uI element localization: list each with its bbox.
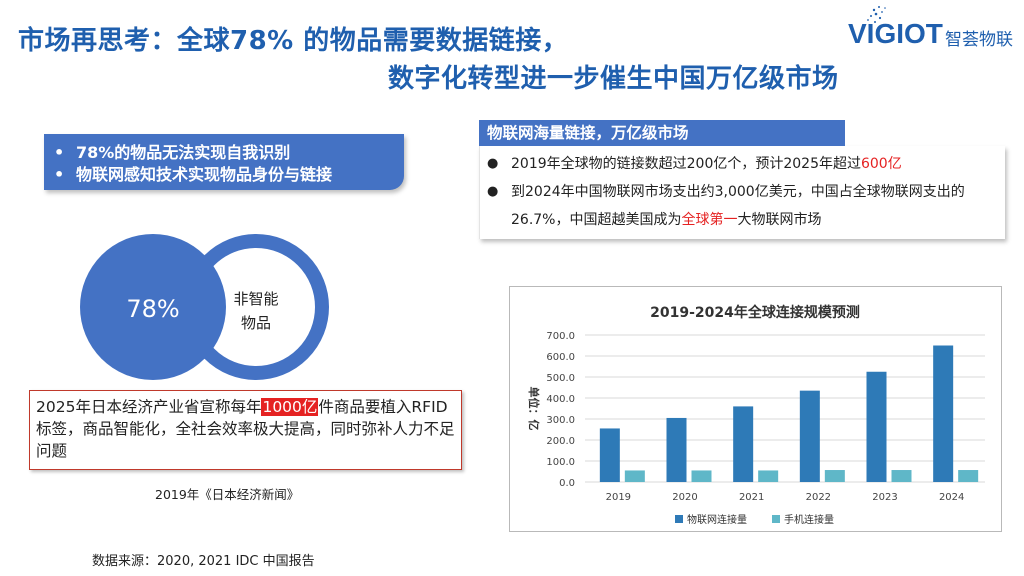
- venn-small-label-line2: 物品: [241, 314, 271, 332]
- iot-item-2-highlight: 全球第一: [681, 212, 738, 228]
- legend-label-1: 手机连接量: [784, 513, 834, 526]
- slide-title-line2: 数字化转型进一步催生中国万亿级市场: [388, 64, 839, 94]
- key-point-2: 物联网感知技术实现物品身份与链接: [54, 164, 404, 186]
- venn-big-circle: [80, 234, 226, 380]
- bar-mobile-2024: [958, 470, 979, 482]
- y-tick-label: 500.0: [546, 373, 575, 384]
- japan-note-highlight: 1000亿: [261, 398, 319, 416]
- japan-note-before: 2025年日本经济产业省宣称每年: [36, 398, 262, 416]
- key-points-box: 78%的物品无法实现自我识别 物联网感知技术实现物品身份与链接: [44, 134, 404, 190]
- iot-item-2-tail: 大物联网市场: [737, 212, 822, 228]
- x-tick-label: 2020: [672, 492, 697, 503]
- brand-logo: [846, 4, 1021, 54]
- venn-diagram: 78% 非智能 物品: [80, 234, 329, 380]
- note-source: 2019年《日本经济新闻》: [155, 487, 300, 502]
- y-tick-label: 0.0: [559, 478, 575, 489]
- x-tick-label: 2021: [739, 492, 764, 503]
- logo-brand-text: VIGIOT: [848, 18, 943, 49]
- japan-note-box: [29, 390, 462, 470]
- x-tick-label: 2019: [606, 492, 631, 503]
- legend-swatch-0: [675, 515, 683, 523]
- bar-mobile-2022: [824, 470, 845, 482]
- y-tick-label: 200.0: [546, 436, 575, 447]
- iot-item-2: 到2024年中国物联网市场支出约3,000亿美元，中国占全球物联网支出的26.7…: [485, 178, 995, 234]
- iot-item-1-text: 2019年全球物的链接数超过200亿个，预计2025年超过: [511, 156, 861, 172]
- iot-market-list: 2019年全球物的链接数超过200亿个，预计2025年超过600亿 到2024年…: [485, 150, 995, 234]
- bar-mobile-2023: [891, 470, 912, 482]
- x-tick-label: 2024: [939, 492, 964, 503]
- y-tick-label: 400.0: [546, 394, 575, 405]
- bar-iot-2021: [733, 406, 754, 482]
- legend-swatch-1: [772, 515, 780, 523]
- legend-label-0: 物联网连接量: [687, 513, 747, 526]
- x-tick-label: 2023: [872, 492, 897, 503]
- bar-mobile-2020: [691, 470, 712, 482]
- x-tick-label: 2022: [806, 492, 831, 503]
- bar-iot-2024: [933, 345, 954, 482]
- connection-forecast-chart-frame: 2019-2024年全球连接规模预测 0.0 100.0 200.0 300.0 400.…: [509, 286, 1002, 532]
- y-tick-label: 300.0: [546, 415, 575, 426]
- y-tick-label: 100.0: [546, 457, 575, 468]
- chart-title: 2019-2024年全球连接规模预测: [650, 304, 860, 321]
- data-source: 数据来源：2020, 2021 IDC 中国报告: [92, 554, 315, 569]
- japan-note-after: 件商品要植入RFID 标签，商品智能化，全社会效率极大提高，同时弥补人力不足问题: [36, 398, 455, 460]
- logo-cn-text: 智荟物联: [945, 30, 1013, 50]
- y-tick-label: 600.0: [546, 352, 575, 363]
- venn-small-label-line1: 非智能: [233, 290, 278, 308]
- bar-iot-2020: [666, 417, 687, 482]
- bar-mobile-2021: [758, 470, 779, 482]
- y-tick-label: 700.0: [546, 331, 575, 342]
- iot-item-1-highlight: 600亿: [860, 156, 902, 172]
- iot-item-1: 2019年全球物的链接数超过200亿个，预计2025年超过600亿: [485, 150, 995, 178]
- key-point-1: 78%的物品无法实现自我识别: [54, 142, 404, 164]
- bar-iot-2019: [599, 428, 620, 482]
- bar-iot-2023: [866, 371, 887, 482]
- logo-sparkle-icon: [867, 6, 886, 23]
- y-axis-label: 单位：亿: [527, 387, 541, 431]
- bar-mobile-2019: [624, 470, 645, 482]
- slide-title-line1: 市场再思考：全球78% 的物品需要数据链接，: [18, 26, 569, 56]
- connection-forecast-chart: 2019-2024年全球连接规模预测 0.0 100.0 200.0 300.0 400.…: [527, 304, 985, 526]
- bar-iot-2022: [799, 390, 820, 482]
- japan-note-text: 2025年日本经济产业省宣称每年1000亿件商品要植入RFID 标签，商品智能化…: [36, 396, 460, 462]
- venn-big-label: 78%: [126, 295, 179, 323]
- iot-market-header: 物联网海量链接，万亿级市场: [479, 120, 845, 146]
- iot-item-2-text: 到2024年中国物联网市场支出约3,000亿美元，中国占全球物联网支出的26.7…: [511, 184, 965, 228]
